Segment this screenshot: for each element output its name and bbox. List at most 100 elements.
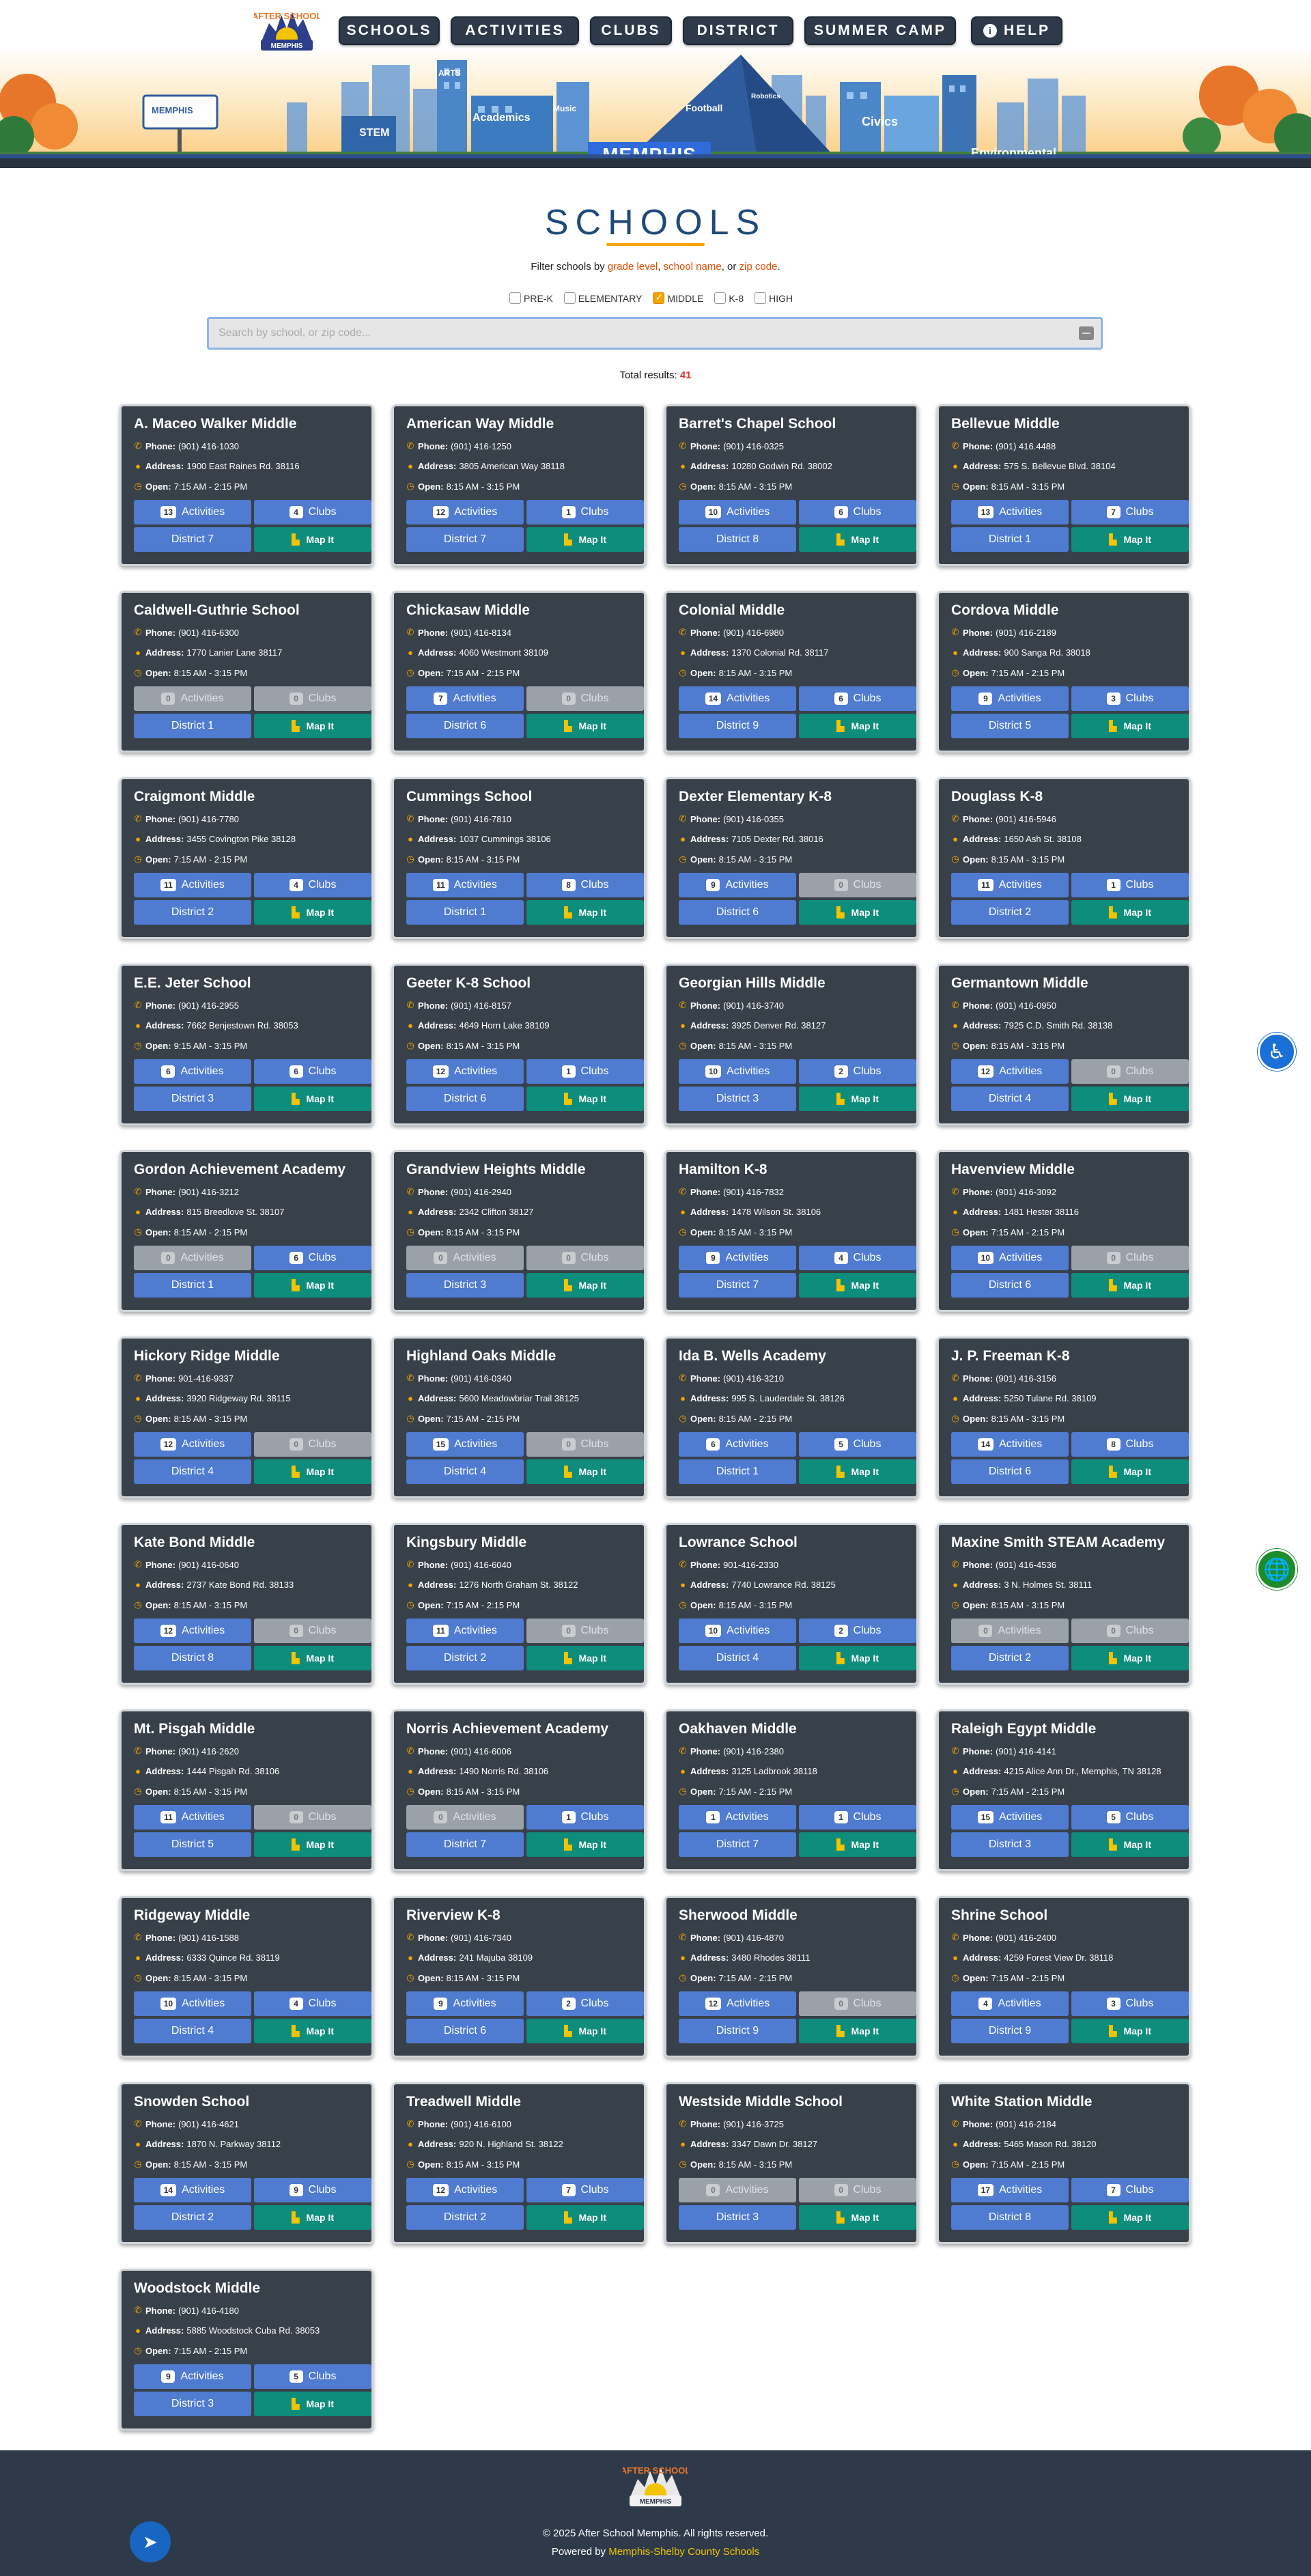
map-it-button[interactable]: ▙ Map It xyxy=(1071,1273,1189,1298)
clear-search-icon[interactable] xyxy=(1079,326,1094,340)
district-button[interactable]: District 6 xyxy=(951,1273,1069,1298)
clubs-button[interactable]: 0 Clubs xyxy=(526,1619,644,1643)
clubs-button[interactable]: 1 Clubs xyxy=(526,1059,644,1084)
clubs-button[interactable]: 3 Clubs xyxy=(1071,686,1189,711)
map-it-button[interactable]: ▙ Map It xyxy=(799,1646,916,1670)
map-it-button[interactable]: ▙ Map It xyxy=(526,1087,644,1111)
activities-button[interactable]: 9 Activities xyxy=(679,873,796,897)
level-high[interactable]: HIGH xyxy=(755,292,793,304)
site-logo[interactable]: AFTER SCHOOL MEMPHIS xyxy=(254,4,320,57)
district-button[interactable]: District 6 xyxy=(406,1087,524,1111)
district-button[interactable]: District 3 xyxy=(134,2392,251,2416)
clubs-button[interactable]: 8 Clubs xyxy=(1071,1432,1189,1457)
powered-by-link[interactable]: Memphis-Shelby County Schools xyxy=(608,2546,760,2558)
district-button[interactable]: District 9 xyxy=(679,714,796,738)
clubs-button[interactable]: 1 Clubs xyxy=(526,500,644,524)
district-button[interactable]: District 6 xyxy=(406,2019,524,2043)
map-it-button[interactable]: ▙ Map It xyxy=(1071,1832,1189,1857)
activities-button[interactable]: 6 Activities xyxy=(679,1432,796,1457)
activities-button[interactable]: 4 Activities xyxy=(951,1991,1069,2016)
nav-activities[interactable]: ACTIVITIES xyxy=(451,16,579,45)
map-it-button[interactable]: ▙ Map It xyxy=(254,2392,371,2416)
activities-button[interactable]: 11 Activities xyxy=(134,873,251,897)
clubs-button[interactable]: 0 Clubs xyxy=(254,686,371,711)
activities-button[interactable]: 12 Activities xyxy=(134,1619,251,1643)
district-button[interactable]: District 5 xyxy=(951,714,1069,738)
clubs-button[interactable]: 6 Clubs xyxy=(799,686,916,711)
clubs-button[interactable]: 0 Clubs xyxy=(254,1805,371,1830)
clubs-button[interactable]: 4 Clubs xyxy=(254,500,371,524)
activities-button[interactable]: 12 Activities xyxy=(406,1059,524,1084)
activities-button[interactable]: 0 Activities xyxy=(679,2178,796,2202)
clubs-button[interactable]: 3 Clubs xyxy=(1071,1991,1189,2016)
map-it-button[interactable]: ▙ Map It xyxy=(799,1273,916,1298)
clubs-button[interactable]: 2 Clubs xyxy=(526,1991,644,2016)
map-it-button[interactable]: ▙ Map It xyxy=(799,527,916,552)
map-it-button[interactable]: ▙ Map It xyxy=(799,900,916,925)
map-it-button[interactable]: ▙ Map It xyxy=(254,1832,371,1857)
district-button[interactable]: District 8 xyxy=(134,1646,251,1670)
activities-button[interactable]: 9 Activities xyxy=(134,2364,251,2389)
map-it-button[interactable]: ▙ Map It xyxy=(254,1087,371,1111)
globe-icon[interactable]: 🌐 xyxy=(1256,1549,1297,1590)
accessibility-icon[interactable]: ♿ xyxy=(1258,1033,1296,1071)
activities-button[interactable]: 10 Activities xyxy=(679,1619,796,1643)
map-it-button[interactable]: ▙ Map It xyxy=(799,1459,916,1484)
district-button[interactable]: District 3 xyxy=(134,1087,251,1111)
activities-button[interactable]: 14 Activities xyxy=(951,1432,1069,1457)
clubs-button[interactable]: 5 Clubs xyxy=(799,1432,916,1457)
activities-button[interactable]: 0 Activities xyxy=(951,1619,1069,1643)
clubs-button[interactable]: 1 Clubs xyxy=(799,1805,916,1830)
nav-schools[interactable]: SCHOOLS xyxy=(339,16,440,45)
clubs-button[interactable]: 2 Clubs xyxy=(799,1619,916,1643)
map-it-button[interactable]: ▙ Map It xyxy=(526,714,644,738)
map-it-button[interactable]: ▙ Map It xyxy=(526,2019,644,2043)
activities-button[interactable]: 10 Activities xyxy=(679,500,796,524)
district-button[interactable]: District 8 xyxy=(951,2205,1069,2230)
level-k8[interactable]: K-8 xyxy=(714,292,744,304)
clubs-button[interactable]: 0 Clubs xyxy=(526,1246,644,1270)
district-button[interactable]: District 3 xyxy=(406,1273,524,1298)
clubs-button[interactable]: 0 Clubs xyxy=(526,686,644,711)
telegram-icon[interactable]: ➤ xyxy=(130,2521,171,2562)
activities-button[interactable]: 10 Activities xyxy=(951,1246,1069,1270)
district-button[interactable]: District 9 xyxy=(951,2019,1069,2043)
map-it-button[interactable]: ▙ Map It xyxy=(1071,1646,1189,1670)
district-button[interactable]: District 1 xyxy=(134,714,251,738)
district-button[interactable]: District 3 xyxy=(679,1087,796,1111)
district-button[interactable]: District 7 xyxy=(679,1832,796,1857)
district-button[interactable]: District 6 xyxy=(679,900,796,925)
map-it-button[interactable]: ▙ Map It xyxy=(254,900,371,925)
district-button[interactable]: District 2 xyxy=(406,2205,524,2230)
district-button[interactable]: District 1 xyxy=(679,1459,796,1484)
map-it-button[interactable]: ▙ Map It xyxy=(254,1459,371,1484)
map-it-button[interactable]: ▙ Map It xyxy=(799,714,916,738)
clubs-button[interactable]: 7 Clubs xyxy=(1071,2178,1189,2202)
district-button[interactable]: District 4 xyxy=(134,2019,251,2043)
district-button[interactable]: District 3 xyxy=(679,2205,796,2230)
map-it-button[interactable]: ▙ Map It xyxy=(254,2205,371,2230)
map-it-button[interactable]: ▙ Map It xyxy=(254,2019,371,2043)
activities-button[interactable]: 9 Activities xyxy=(406,1991,524,2016)
district-button[interactable]: District 4 xyxy=(406,1459,524,1484)
activities-button[interactable]: 1 Activities xyxy=(679,1805,796,1830)
clubs-button[interactable]: 0 Clubs xyxy=(1071,1246,1189,1270)
map-it-button[interactable]: ▙ Map It xyxy=(526,1832,644,1857)
clubs-button[interactable]: 0 Clubs xyxy=(1071,1619,1189,1643)
activities-button[interactable]: 0 Activities xyxy=(134,686,251,711)
activities-button[interactable]: 14 Activities xyxy=(679,686,796,711)
search-input[interactable] xyxy=(209,319,1101,348)
district-button[interactable]: District 7 xyxy=(679,1273,796,1298)
activities-button[interactable]: 0 Activities xyxy=(406,1246,524,1270)
district-button[interactable]: District 3 xyxy=(951,1832,1069,1857)
clubs-button[interactable]: 4 Clubs xyxy=(254,873,371,897)
middle-checkbox[interactable] xyxy=(653,292,665,304)
clubs-button[interactable]: 9 Clubs xyxy=(254,2178,371,2202)
map-it-button[interactable]: ▙ Map It xyxy=(526,1646,644,1670)
district-button[interactable]: District 1 xyxy=(134,1273,251,1298)
map-it-button[interactable]: ▙ Map It xyxy=(254,1273,371,1298)
nav-district[interactable]: DISTRICT xyxy=(683,16,793,45)
prek-checkbox[interactable] xyxy=(509,292,521,304)
activities-button[interactable]: 11 Activities xyxy=(951,873,1069,897)
map-it-button[interactable]: ▙ Map It xyxy=(799,2019,916,2043)
